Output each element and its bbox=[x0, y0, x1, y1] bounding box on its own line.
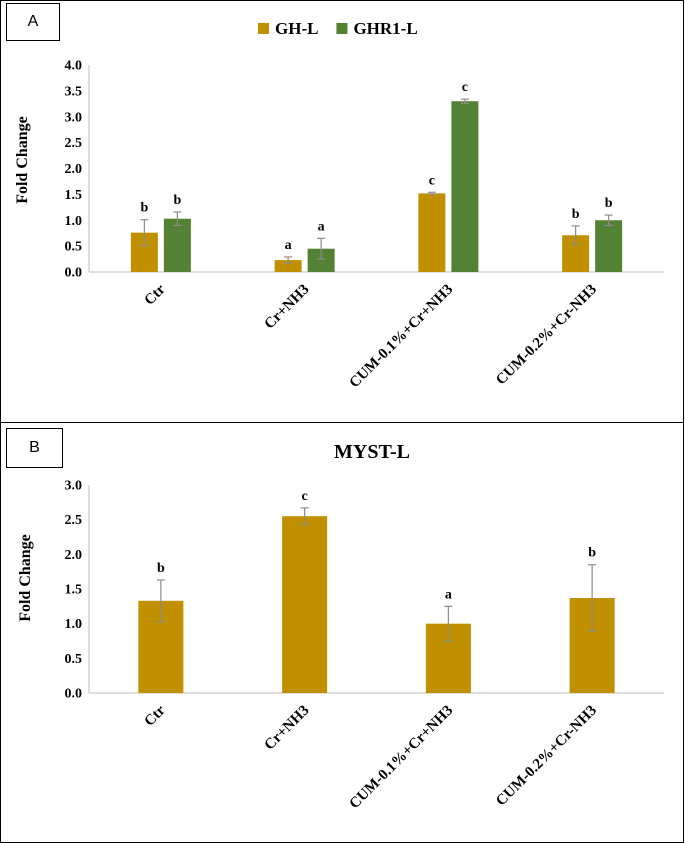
y-tick-label: 3.0 bbox=[65, 110, 83, 125]
x-category-label: CUM-0.2%+Cr-NH3 bbox=[493, 703, 600, 810]
chart-a: 0.0 0.5 1.0 1.5 2.0 2.5 3.0 3.5 4.0 Fold Change b a… bbox=[14, 19, 664, 392]
bar bbox=[274, 260, 302, 272]
y-tick-label: 3.5 bbox=[65, 84, 83, 99]
x-category-label: CUM-0.2%+Cr-NH3 bbox=[493, 282, 600, 389]
significance-letter: b bbox=[157, 561, 165, 576]
x-category-label: Cr+NH3 bbox=[262, 703, 313, 754]
panel-a-label: A bbox=[6, 3, 60, 41]
y-tick-label: 2.5 bbox=[65, 513, 83, 528]
y-tick-label: 1.0 bbox=[65, 617, 83, 632]
significance-letter: c bbox=[302, 489, 308, 504]
bar bbox=[418, 193, 446, 272]
bar bbox=[307, 248, 335, 272]
y-tick-label: 0.0 bbox=[65, 687, 83, 702]
significance-letter: b bbox=[140, 201, 148, 216]
bar bbox=[595, 220, 623, 272]
significance-letter: a bbox=[318, 219, 325, 234]
y-axis-title: Fold Change bbox=[17, 534, 34, 622]
significance-letter: a bbox=[285, 238, 292, 253]
significance-letter: c bbox=[429, 173, 435, 188]
y-tick-label: 2.5 bbox=[65, 136, 83, 151]
y-tick-label: 1.5 bbox=[65, 583, 83, 598]
legend-swatch bbox=[336, 23, 348, 34]
legend-label: GHR1-L bbox=[353, 19, 417, 38]
significance-letter: b bbox=[572, 207, 580, 222]
legend-label: GH-L bbox=[275, 19, 318, 38]
y-tick-label: 2.0 bbox=[65, 548, 83, 563]
x-category-label: Cr+NH3 bbox=[262, 282, 313, 333]
y-tick-label: 2.0 bbox=[65, 162, 83, 177]
y-tick-label: 4.0 bbox=[65, 59, 83, 74]
x-category-label: Ctr bbox=[141, 702, 168, 729]
chart-b: 0.0 0.5 1.0 1.5 2.0 2.5 3.0 Fold Change MYST-L b c… bbox=[17, 441, 664, 813]
y-tick-label: 3.0 bbox=[65, 479, 83, 494]
y-tick-label: 1.0 bbox=[65, 214, 83, 229]
x-category-label: Ctr bbox=[141, 281, 168, 308]
y-tick-label: 1.5 bbox=[65, 188, 83, 203]
bar bbox=[163, 218, 191, 272]
significance-letter: c bbox=[462, 80, 468, 95]
y-tick-label: 0.0 bbox=[65, 266, 83, 281]
y-tick-label: 0.5 bbox=[65, 652, 83, 667]
significance-letter: b bbox=[588, 546, 596, 561]
y-tick-label: 0.5 bbox=[65, 240, 83, 255]
x-category-label: CUM-0.1%+Cr+NH3 bbox=[346, 703, 456, 813]
chart-title: MYST-L bbox=[334, 441, 410, 463]
significance-letter: b bbox=[173, 193, 181, 208]
panel-a: A bbox=[0, 0, 684, 423]
x-category-label: CUM-0.1%+Cr+NH3 bbox=[346, 282, 456, 392]
significance-letter: b bbox=[605, 196, 613, 211]
significance-letter: a bbox=[445, 587, 452, 602]
bar bbox=[282, 516, 328, 693]
legend-swatch bbox=[258, 23, 269, 34]
y-axis-title: Fold Change bbox=[14, 116, 31, 204]
bar bbox=[451, 101, 479, 272]
panel-b-label: B bbox=[6, 428, 63, 468]
